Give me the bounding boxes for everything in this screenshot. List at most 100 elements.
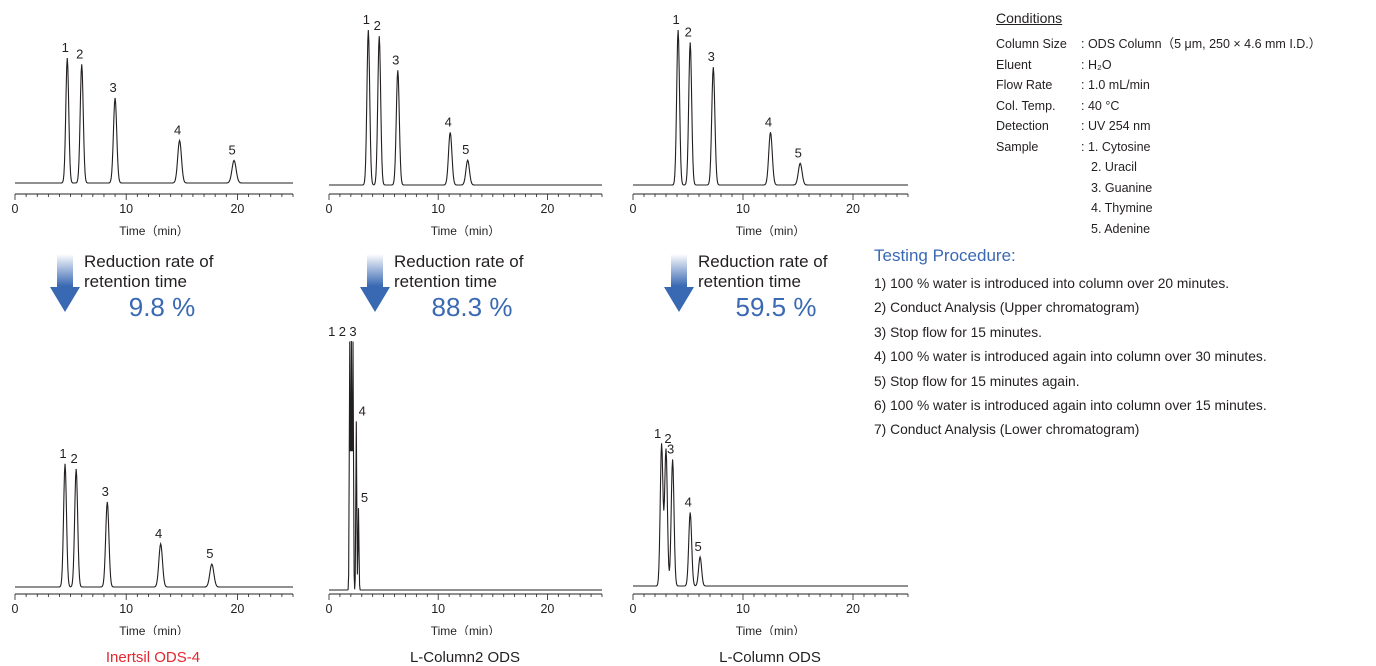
peak-label: 5	[361, 490, 368, 505]
condition-row: Detection : UV 254 nm	[996, 116, 1321, 137]
condition-value: : H₂O	[1081, 57, 1112, 72]
x-axis-label: Time（min）	[431, 224, 501, 238]
chromatogram-trace	[633, 443, 908, 587]
peak-label: 4	[359, 403, 366, 418]
x-axis-label: Time（min）	[431, 624, 501, 635]
x-axis-label: Time（min）	[736, 224, 806, 238]
peak-label: 3	[109, 80, 116, 95]
tick-label: 10	[119, 602, 133, 616]
procedure-step: 5) Stop flow for 15 minutes again.	[874, 373, 1080, 389]
reduction-block-lcolumn: Reduction rate of retention time 59.5 %	[664, 252, 924, 332]
condition-key: Sample	[996, 139, 1039, 154]
sample-item: 5. Adenine	[1091, 221, 1151, 236]
chromatogram-lcolumn2-lower: 1 2 3 4 5 0 10 20 Time（min）	[326, 324, 603, 635]
tick-label: 0	[630, 202, 637, 216]
peak-label: 5	[228, 143, 235, 158]
chromatogram-inertsil-lower: 1 2 3 4 5 0 10 20 Time（min）	[12, 446, 294, 635]
tick-label: 0	[326, 602, 333, 616]
reduction-rate: 59.5 %	[735, 292, 817, 322]
tick-label: 0	[12, 202, 19, 216]
procedure-step: 4) 100 % water is introduced again into …	[874, 349, 1267, 365]
sample-item: 2. Uracil	[1091, 160, 1137, 174]
x-axis-label: Time（min）	[119, 624, 189, 635]
tick-label: 10	[119, 202, 133, 216]
reduction-rate: 88.3 %	[431, 292, 513, 322]
tick-label: 0	[326, 202, 333, 216]
reduction-label: retention time	[698, 272, 801, 291]
condition-row: Sample : 1. Cytosine	[996, 137, 1321, 158]
condition-value: : 1. Cytosine	[1081, 139, 1151, 154]
chromatogram-trace	[329, 29, 602, 186]
procedure-step: 7) Conduct Analysis (Lower chromatogram)	[874, 422, 1140, 438]
tick-label: 20	[846, 602, 860, 616]
condition-row: Col. Temp. : 40 °C	[996, 96, 1321, 117]
condition-value: : 40 °C	[1081, 98, 1120, 113]
procedure-step: 3) Stop flow for 15 minutes.	[874, 324, 1042, 340]
peak-label: 3	[708, 49, 715, 64]
peak-label: 1	[328, 324, 335, 339]
down-arrow-icon	[664, 254, 694, 312]
peak-label: 4	[155, 526, 162, 541]
condition-row: Eluent : H₂O	[996, 55, 1321, 76]
procedure-step: 6) 100 % water is introduced again into …	[874, 398, 1267, 414]
condition-value: : ODS Column（5 μm, 250 × 4.6 mm I.D.）	[1081, 37, 1322, 51]
condition-row: Column Size: ODS Column（5 μm, 250 × 4.6 …	[996, 34, 1321, 55]
reduction-rate: 9.8 %	[128, 292, 196, 322]
condition-value: : 1.0 mL/min	[1081, 78, 1150, 92]
sample-item: 4. Thymine	[1091, 201, 1153, 215]
tick-label: 10	[431, 602, 445, 616]
peak-label: 1	[654, 426, 661, 441]
procedure-step: 1) 100 % water is introduced into column…	[874, 276, 1230, 291]
chromatogram-trace	[633, 29, 908, 186]
chromatogram-trace	[329, 341, 602, 591]
chromatogram-lcolumn-upper: 12 3 4 5 0 10 20 Time（min）	[630, 12, 909, 238]
column-name-inertsil: Inertsil ODS-4	[105, 649, 201, 666]
peak-label: 4	[174, 123, 181, 138]
reduction-label: retention time	[394, 272, 497, 291]
tick-label: 10	[736, 202, 750, 216]
chromatogram-lcolumn-lower: 1 23 4 5 0 10 20 Time（min）	[630, 426, 909, 635]
peak-label: 2	[685, 24, 692, 39]
reduction-block-inertsil: Reduction rate of retention time 9.8 %	[50, 252, 310, 332]
condition-key: Col. Temp.	[996, 98, 1056, 113]
peak-label: 2	[71, 451, 78, 466]
conditions-box: Conditions Column Size: ODS Column（5 μm,…	[996, 8, 1321, 239]
column-name-lcolumn: L-Column ODS	[719, 649, 821, 666]
chromatogram-inertsil-upper: 1 2 3 4 5 0 10 20 Time（min）	[12, 40, 294, 238]
procedure-title: Testing Procedure:	[874, 246, 1016, 265]
tick-label: 20	[540, 602, 554, 616]
reduction-block-lcolumn2: Reduction rate of retention time 88.3 %	[360, 252, 620, 332]
peak-label: 5	[795, 145, 802, 160]
tick-label: 20	[230, 202, 244, 216]
testing-procedure: Testing Procedure: 1) 100 % water is int…	[874, 246, 1267, 443]
peak-label: 4	[685, 494, 692, 509]
down-arrow-icon	[360, 254, 390, 312]
peak-label: 3	[349, 324, 356, 339]
condition-key: Eluent	[996, 57, 1032, 72]
peak-label: 2	[76, 46, 83, 61]
tick-label: 10	[431, 202, 445, 216]
x-axis-label: Time（min）	[119, 224, 189, 238]
chromatogram-trace	[15, 57, 293, 184]
peak-label: 1	[672, 12, 679, 27]
peak-label: 2	[374, 18, 381, 33]
condition-value: : UV 254 nm	[1081, 119, 1151, 133]
tick-label: 10	[736, 602, 750, 616]
tick-label: 0	[630, 602, 637, 616]
tick-label: 20	[230, 602, 244, 616]
peak-label: 4	[765, 114, 772, 129]
condition-key: Flow Rate	[996, 78, 1053, 92]
peak-label: 5	[694, 539, 701, 554]
peak-label: 1	[62, 40, 69, 55]
peak-label: 2	[339, 324, 346, 339]
peak-label: 5	[462, 142, 469, 157]
reduction-label: retention time	[84, 272, 187, 291]
chromatogram-trace	[15, 463, 293, 588]
x-axis-label: Time（min）	[736, 624, 806, 635]
tick-label: 20	[846, 202, 860, 216]
column-name-lcolumn2: L-Column2 ODS	[409, 649, 521, 666]
tick-label: 20	[540, 202, 554, 216]
condition-key: Detection	[996, 119, 1049, 133]
peak-label: 3	[102, 484, 109, 499]
peak-label: 1	[363, 12, 370, 27]
